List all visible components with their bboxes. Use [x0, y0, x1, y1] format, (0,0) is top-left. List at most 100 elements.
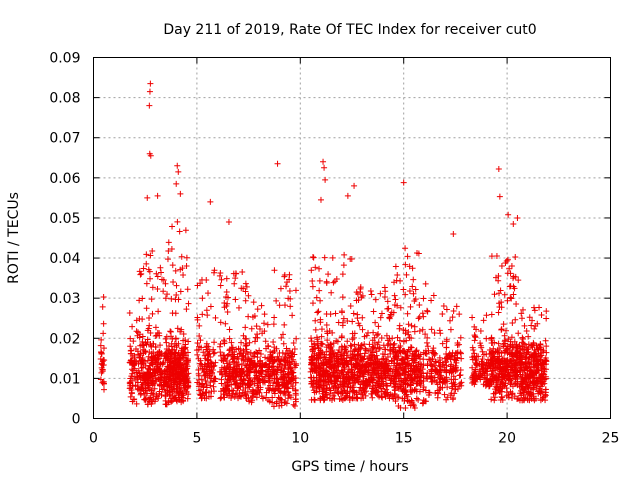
data-point: [183, 306, 190, 313]
data-point: [127, 350, 134, 357]
data-point: [422, 331, 429, 338]
data-point: [318, 382, 325, 389]
data-point: [266, 363, 273, 370]
data-point: [501, 332, 508, 339]
data-point: [488, 396, 495, 403]
data-point: [534, 367, 541, 374]
data-point: [511, 373, 518, 380]
data-point: [409, 283, 416, 290]
data-point: [223, 303, 230, 310]
data-point: [412, 371, 419, 378]
data-point: [429, 349, 436, 356]
data-point: [310, 254, 317, 261]
data-point: [339, 382, 346, 389]
data-point: [493, 384, 500, 391]
data-point: [256, 347, 263, 354]
data-point: [148, 296, 155, 303]
data-point: [432, 389, 439, 396]
data-point: [415, 315, 422, 322]
data-point: [402, 291, 409, 298]
data-point: [254, 387, 261, 394]
data-point: [230, 351, 237, 358]
data-point: [232, 367, 239, 374]
data-point: [101, 386, 108, 393]
data-point: [158, 276, 165, 283]
data-point: [479, 365, 486, 372]
data-point: [473, 375, 480, 382]
data-point: [211, 349, 218, 356]
data-point: [408, 322, 415, 329]
data-point: [287, 303, 294, 310]
data-point: [347, 342, 354, 349]
data-point: [391, 340, 398, 347]
data-point: [372, 384, 379, 391]
y-tick-label: 0.02: [49, 331, 80, 347]
y-tick-label: 0.08: [49, 91, 80, 107]
x-tick-label: 10: [291, 431, 309, 447]
data-point: [500, 367, 507, 374]
data-point: [291, 375, 298, 382]
data-point: [354, 311, 361, 318]
data-point: [504, 343, 511, 350]
data-point: [402, 389, 409, 396]
data-point: [216, 343, 223, 350]
data-point: [147, 80, 154, 87]
data-point: [531, 307, 538, 314]
data-point: [174, 218, 181, 225]
data-point: [147, 394, 154, 401]
data-point: [185, 383, 192, 390]
data-point: [221, 299, 228, 306]
data-point: [239, 380, 246, 387]
data-point: [537, 361, 544, 368]
data-point: [204, 351, 211, 358]
data-point: [276, 402, 283, 409]
data-point: [247, 349, 254, 356]
data-point: [366, 362, 373, 369]
data-point: [321, 254, 328, 261]
data-point: [240, 353, 247, 360]
data-point: [169, 372, 176, 379]
data-point: [349, 388, 356, 395]
data-point: [441, 378, 448, 385]
data-point: [180, 394, 187, 401]
data-point: [206, 351, 213, 358]
data-point: [407, 382, 414, 389]
data-point: [447, 317, 454, 324]
data-point: [281, 321, 288, 328]
data-point: [469, 314, 476, 321]
data-point: [152, 324, 159, 331]
data-point: [286, 287, 293, 294]
data-point: [337, 351, 344, 358]
data-point: [319, 378, 326, 385]
data-point: [367, 356, 374, 363]
data-point: [409, 265, 416, 272]
data-point: [290, 340, 297, 347]
data-point: [435, 371, 442, 378]
data-point: [334, 372, 341, 379]
data-point: [154, 286, 161, 293]
data-point: [133, 328, 140, 335]
data-point: [127, 375, 134, 382]
data-point: [469, 364, 476, 371]
data-point: [240, 347, 247, 354]
data-point: [315, 355, 322, 362]
data-point: [223, 366, 230, 373]
data-point: [265, 366, 272, 373]
data-point: [320, 158, 327, 165]
data-point: [519, 306, 526, 313]
data-point: [512, 254, 519, 261]
data-point: [100, 380, 107, 387]
data-point: [140, 350, 147, 357]
data-point: [483, 312, 490, 319]
data-point: [341, 251, 348, 258]
data-point: [450, 230, 457, 237]
data-point: [390, 309, 397, 316]
data-point: [338, 308, 345, 315]
data-point: [196, 322, 203, 329]
data-point: [289, 369, 296, 376]
data-point: [370, 308, 377, 315]
data-point: [422, 387, 429, 394]
data-point: [400, 347, 407, 354]
data-point: [510, 291, 517, 298]
data-point: [491, 394, 498, 401]
